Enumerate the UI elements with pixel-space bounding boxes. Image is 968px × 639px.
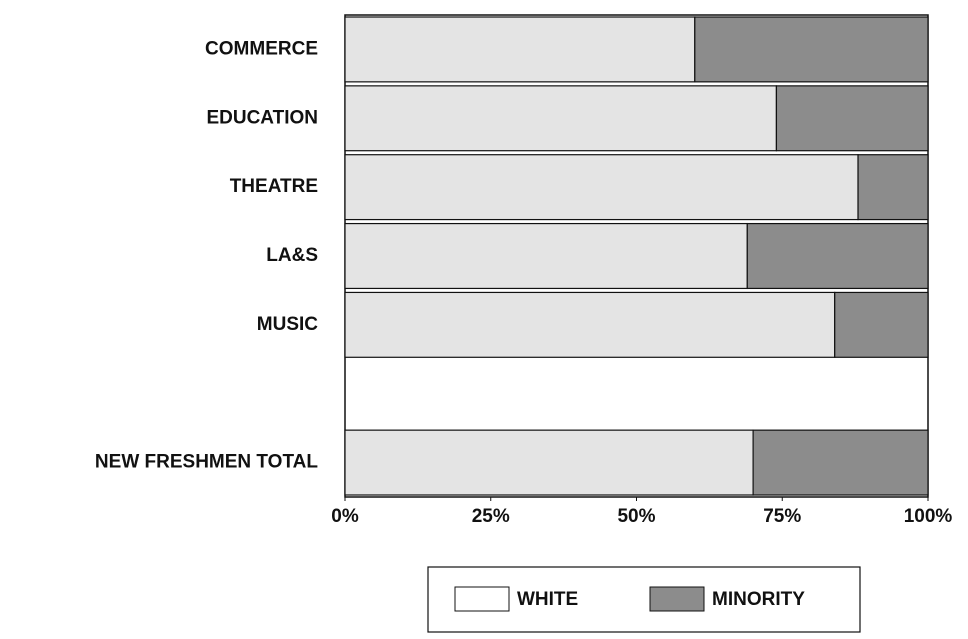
bar-segment bbox=[344, 429, 754, 496]
bar-segment bbox=[344, 291, 836, 358]
y-tick-label: EDUCATION bbox=[206, 107, 318, 128]
bar-segment bbox=[746, 222, 929, 290]
x-tick-label: 50% bbox=[617, 506, 655, 527]
x-tick-label: 25% bbox=[472, 506, 510, 527]
y-tick-label: COMMERCE bbox=[205, 38, 318, 59]
legend-swatch bbox=[454, 586, 510, 612]
bar-segment bbox=[694, 16, 929, 83]
bar-segment bbox=[344, 154, 859, 221]
bar-segment bbox=[775, 85, 929, 152]
y-tick-label: NEW FRESHMEN TOTAL bbox=[95, 452, 318, 473]
bar-segment bbox=[857, 154, 929, 221]
x-tick-label: 0% bbox=[331, 506, 359, 527]
bar-segment bbox=[344, 85, 778, 152]
legend-label: MINORITY bbox=[712, 589, 805, 610]
legend-swatch bbox=[649, 586, 705, 612]
bar-segment bbox=[344, 16, 696, 83]
bar-segment bbox=[752, 429, 929, 496]
y-tick-label: MUSIC bbox=[257, 314, 319, 335]
bar-segment bbox=[344, 222, 748, 290]
y-tick-label: THEATRE bbox=[230, 176, 318, 197]
x-tick-label: 100% bbox=[904, 506, 953, 527]
x-tick-label: 75% bbox=[763, 506, 801, 527]
y-tick-label: LA&S bbox=[266, 245, 318, 266]
bar-segment bbox=[834, 291, 929, 358]
legend-label: WHITE bbox=[517, 589, 578, 610]
